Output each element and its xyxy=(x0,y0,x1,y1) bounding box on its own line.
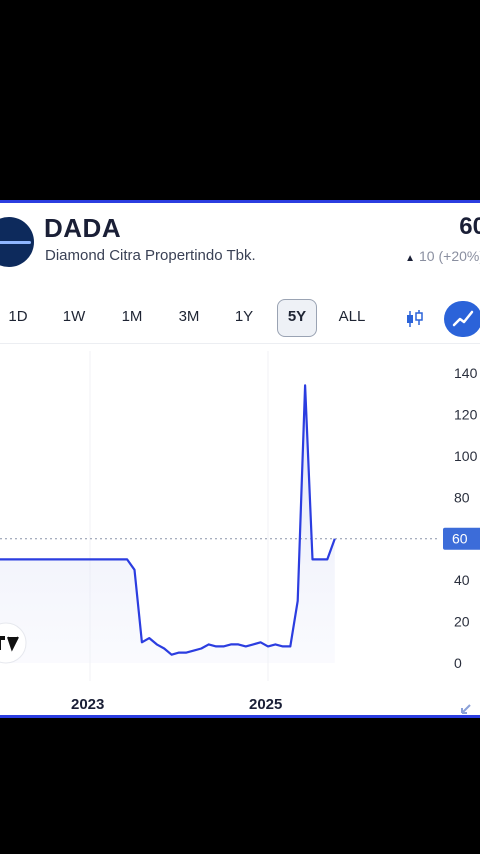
line-chart-toggle[interactable] xyxy=(444,301,480,337)
price-change-value: 10 (+20%) xyxy=(419,248,480,264)
x-tick-label: 2025 xyxy=(249,696,282,713)
y-tick-label: 40 xyxy=(454,572,470,588)
range-3m[interactable]: 3M xyxy=(178,308,200,325)
range-5y[interactable]: 5Y xyxy=(277,299,317,337)
current-price: 60 xyxy=(459,213,480,240)
stock-header: DADA Diamond Citra Propertindo Tbk. 60 ▲… xyxy=(0,203,480,281)
price-change: ▲ 10 (+20%) xyxy=(405,248,480,264)
company-logo xyxy=(0,217,34,267)
range-all[interactable]: ALL xyxy=(338,308,366,325)
ticker-symbol: DADA xyxy=(44,213,122,243)
fullscreen-button[interactable] xyxy=(461,704,471,714)
range-1m[interactable]: 1M xyxy=(121,308,143,325)
current-value-badge: 60 xyxy=(443,527,480,550)
y-tick-label: 20 xyxy=(454,614,470,630)
candlestick-icon xyxy=(407,310,423,327)
range-selector: 1D 1W 1M 3M 1Y 5Y ALL xyxy=(0,289,480,343)
current-value-label: 60 xyxy=(452,531,468,547)
up-triangle-icon: ▲ xyxy=(405,253,416,264)
price-area-fill xyxy=(0,385,335,663)
tv-logo-mark xyxy=(0,636,19,652)
y-tick-label: 120 xyxy=(454,406,478,422)
current-value-badge-bg xyxy=(443,527,480,550)
line-chart-icon xyxy=(452,310,474,327)
range-1y[interactable]: 1Y xyxy=(234,308,254,325)
company-name: Diamond Citra Propertindo Tbk. xyxy=(45,247,256,264)
y-tick-label: 100 xyxy=(454,448,478,464)
x-tick-label: 2023 xyxy=(71,696,104,713)
range-1w[interactable]: 1W xyxy=(62,308,86,325)
tradingview-logo xyxy=(0,622,27,664)
price-series-line xyxy=(0,384,336,656)
y-tick-label: 0 xyxy=(454,655,462,671)
stock-card: DADA Diamond Citra Propertindo Tbk. 60 ▲… xyxy=(0,200,480,718)
header-divider xyxy=(0,343,480,344)
expand-icon xyxy=(461,704,471,714)
range-1d[interactable]: 1D xyxy=(8,308,28,325)
y-tick-label: 140 xyxy=(454,365,478,381)
candlestick-toggle[interactable] xyxy=(396,301,434,337)
y-tick-label: 80 xyxy=(454,489,470,505)
